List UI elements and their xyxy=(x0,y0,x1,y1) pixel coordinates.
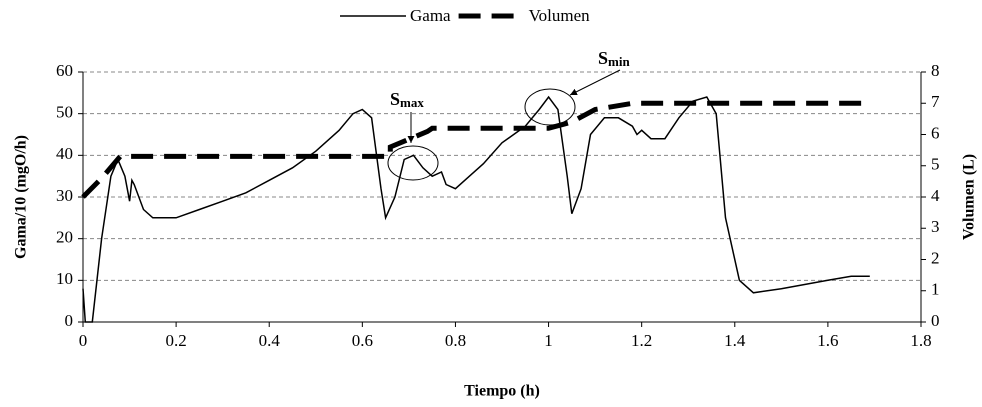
annotation: Smin xyxy=(598,48,630,69)
annotation-text: S xyxy=(598,48,608,68)
y2-tick-label: 8 xyxy=(931,61,940,80)
annotation-ellipse xyxy=(524,88,576,126)
y-tick-label: 60 xyxy=(56,61,73,80)
x-tick-label: 0 xyxy=(79,331,88,350)
legend-label: Volumen xyxy=(529,6,591,25)
y2-tick-label: 5 xyxy=(931,155,940,174)
y-tick-label: 30 xyxy=(56,186,73,205)
series-line xyxy=(82,95,870,323)
y2-tick-label: 6 xyxy=(931,123,940,142)
annotation: Smax xyxy=(390,89,424,110)
y-tick-label: 40 xyxy=(56,144,73,163)
y2-tick-label: 1 xyxy=(931,280,940,299)
annotation-sub: max xyxy=(400,95,424,110)
y2-axis-title: Volumen (L) xyxy=(961,154,978,240)
x-tick-label: 0.2 xyxy=(165,331,186,350)
y2-tick-label: 3 xyxy=(931,217,940,236)
y-tick-label: 0 xyxy=(65,311,74,330)
y2-tick-label: 7 xyxy=(931,92,940,111)
x-axis-title: Tiempo (h) xyxy=(464,383,540,400)
x-tick-label: 1.6 xyxy=(817,331,838,350)
x-tick-label: 1.8 xyxy=(910,331,931,350)
series-line xyxy=(81,100,870,199)
y2-tick-label: 4 xyxy=(931,186,940,205)
legend-label: Gama xyxy=(410,6,451,25)
x-tick-label: 0.8 xyxy=(445,331,466,350)
x-tick-label: 1 xyxy=(544,331,553,350)
y2-tick-label: 0 xyxy=(931,311,940,330)
annotation-arrow xyxy=(569,69,621,96)
legend: Gama Volumen xyxy=(340,6,590,25)
x-tick-label: 1.2 xyxy=(631,331,652,350)
x-tick-label: 0.4 xyxy=(259,331,281,350)
y-tick-label: 50 xyxy=(56,103,73,122)
y-axis-title: Gama/10 (mgO/h) xyxy=(13,135,30,259)
annotation-text: S xyxy=(390,89,400,109)
x-tick-label: 1.4 xyxy=(724,331,746,350)
annotation-ellipse xyxy=(387,145,439,181)
x-tick-label: 0.6 xyxy=(352,331,373,350)
y-tick-label: 20 xyxy=(56,228,73,247)
annotation-sub: min xyxy=(608,54,630,69)
y-tick-label: 10 xyxy=(56,269,73,288)
y2-tick-label: 2 xyxy=(931,248,940,267)
